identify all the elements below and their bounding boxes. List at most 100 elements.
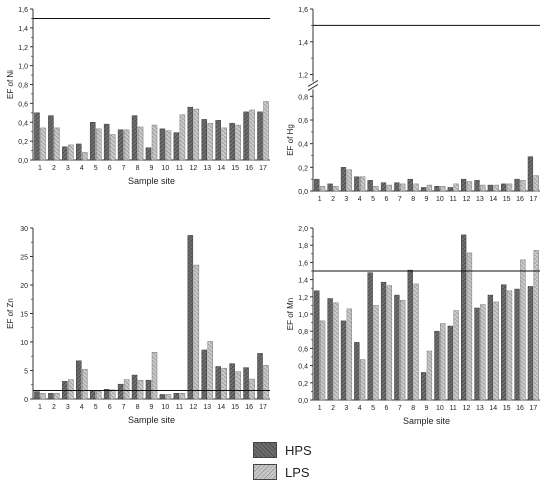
mn-bar-hps-15 bbox=[501, 284, 507, 401]
mn-x-tick-label: 16 bbox=[516, 405, 524, 412]
mn-bar-lps-5 bbox=[373, 305, 379, 401]
mn-x-tick-label: 9 bbox=[425, 405, 429, 412]
ni-bar-hps-5 bbox=[89, 122, 96, 161]
mn-bar-lps-1 bbox=[319, 320, 326, 401]
zn-y-axis-label: EF of Zn bbox=[6, 298, 15, 329]
ni-x-tick-label: 10 bbox=[162, 165, 170, 172]
hg-bar-lps-4 bbox=[359, 176, 366, 192]
mn-bar-lps-6 bbox=[386, 285, 392, 401]
legend-swatch-hps bbox=[253, 442, 277, 458]
mn-y-tick-label: 0,6 bbox=[298, 346, 308, 353]
mn-bar-hps-5 bbox=[367, 272, 373, 401]
hg-bar-hps-17 bbox=[527, 156, 534, 192]
zn-y-tick-label: 25 bbox=[20, 255, 28, 262]
zn-bar-hps-14 bbox=[215, 366, 221, 400]
zn-bar-lps-6 bbox=[109, 389, 116, 400]
zn-x-tick-label: 15 bbox=[231, 404, 239, 411]
hg-bar-lps-16 bbox=[520, 180, 526, 192]
hg-bar-hps-1 bbox=[314, 178, 320, 192]
zn-bar-lps-15 bbox=[235, 371, 241, 400]
ni-x-tick-label: 17 bbox=[259, 165, 267, 172]
mn-x-tick-label: 5 bbox=[371, 405, 375, 412]
zn-bar-lps-7 bbox=[123, 379, 130, 400]
hg-bar-hps-10 bbox=[434, 186, 440, 192]
hg-bar-lps-8 bbox=[413, 183, 419, 192]
zn-y-tick-label: 5 bbox=[24, 369, 28, 376]
zn-bar-hps-6 bbox=[103, 389, 110, 400]
hg-y-tick-label: 0,0 bbox=[298, 189, 308, 196]
zn-x-tick-label: 8 bbox=[136, 404, 140, 411]
zn-y-tick-label: 0 bbox=[24, 397, 28, 404]
ni-bar-lps-17 bbox=[263, 101, 269, 161]
hg-panel: 0,00,20,40,60,81,21,41,6EF of Hg1 2 3 4 5 6 7 8… bbox=[286, 7, 540, 203]
hg-y-tick-label: 0,6 bbox=[298, 118, 308, 125]
mn-x-tick-label: 7 bbox=[398, 405, 402, 412]
legend-item-lps: LPS bbox=[253, 464, 310, 480]
zn-bar-hps-4 bbox=[76, 360, 82, 400]
ni-bar-hps-7 bbox=[117, 129, 124, 161]
ni-x-tick-label: 7 bbox=[122, 165, 126, 172]
ni-y-axis-label: EF of Ni bbox=[6, 70, 15, 99]
ni-y-tick-label: 1,0 bbox=[18, 64, 28, 71]
legend-item-hps: HPS bbox=[253, 442, 312, 458]
mn-bar-lps-12 bbox=[466, 252, 473, 401]
mn-bar-lps-3 bbox=[346, 308, 352, 401]
mn-bar-hps-6 bbox=[380, 281, 387, 401]
mn-x-axis-label: Sample site bbox=[403, 416, 450, 426]
ni-bar-hps-4 bbox=[76, 143, 82, 161]
mn-x-tick-label: 4 bbox=[358, 405, 362, 412]
zn-x-tick-label: 2 bbox=[52, 404, 56, 411]
ni-bar-hps-15 bbox=[229, 122, 235, 161]
hg-bar-hps-7 bbox=[394, 182, 400, 192]
mn-y-tick-label: 0,0 bbox=[298, 398, 308, 405]
mn-bar-hps-3 bbox=[340, 320, 347, 401]
mn-bar-lps-13 bbox=[480, 304, 486, 401]
zn-x-tick-label: 13 bbox=[203, 404, 211, 411]
ni-x-tick-label: 16 bbox=[245, 165, 253, 172]
hg-x-tick-label: 17 bbox=[529, 196, 537, 203]
mn-y-tick-label: 0,2 bbox=[298, 381, 308, 388]
hg-y-tick-label: 0,8 bbox=[298, 94, 308, 101]
ni-bar-hps-3 bbox=[62, 146, 68, 161]
ni-bar-lps-4 bbox=[82, 152, 88, 161]
legend-swatch-lps bbox=[253, 464, 277, 480]
hg-x-tick-label: 10 bbox=[436, 196, 444, 203]
mn-bar-hps-1 bbox=[314, 290, 320, 401]
hg-bar-hps-16 bbox=[514, 178, 520, 192]
mn-x-tick-label: 15 bbox=[503, 405, 511, 412]
zn-bar-lps-13 bbox=[207, 341, 214, 400]
zn-bar-lps-16 bbox=[249, 378, 255, 400]
hg-x-tick-label: 15 bbox=[503, 196, 511, 203]
ni-bar-lps-3 bbox=[68, 144, 74, 161]
ni-x-tick-label: 15 bbox=[231, 165, 239, 172]
hg-bar-lps-6 bbox=[386, 184, 392, 192]
hg-bar-hps-15 bbox=[501, 183, 507, 192]
zn-x-tick-label: 17 bbox=[259, 404, 267, 411]
zn-x-tick-label: 6 bbox=[108, 404, 112, 411]
hg-x-tick-label: 9 bbox=[425, 196, 429, 203]
mn-x-tick-label: 14 bbox=[489, 405, 497, 412]
ni-x-tick-label: 5 bbox=[94, 165, 98, 172]
zn-y-tick-label: 20 bbox=[20, 283, 28, 290]
hg-x-tick-label: 4 bbox=[358, 196, 362, 203]
hg-bar-lps-11 bbox=[453, 183, 459, 192]
zn-x-tick-label: 5 bbox=[94, 404, 98, 411]
hg-bar-hps-8 bbox=[407, 178, 413, 192]
mn-x-tick-label: 17 bbox=[529, 405, 537, 412]
ni-bar-hps-11 bbox=[173, 132, 180, 161]
hg-y-tick-label: 1,6 bbox=[298, 7, 308, 14]
mn-bar-lps-7 bbox=[400, 299, 406, 401]
zn-bar-hps-7 bbox=[117, 383, 124, 400]
hg-x-tick-label: 7 bbox=[398, 196, 402, 203]
mn-x-tick-label: 13 bbox=[476, 405, 484, 412]
zn-y-tick-label: 15 bbox=[20, 312, 28, 319]
mn-x-tick-label: 1 bbox=[318, 405, 322, 412]
mn-x-tick-label: 10 bbox=[436, 405, 444, 412]
mn-bar-lps-16 bbox=[520, 259, 526, 401]
zn-bar-hps-17 bbox=[257, 353, 263, 400]
ni-y-tick-label: 0,2 bbox=[18, 139, 28, 146]
zn-x-tick-label: 9 bbox=[150, 404, 154, 411]
zn-x-tick-label: 14 bbox=[217, 404, 225, 411]
ni-x-tick-label: 3 bbox=[66, 165, 70, 172]
